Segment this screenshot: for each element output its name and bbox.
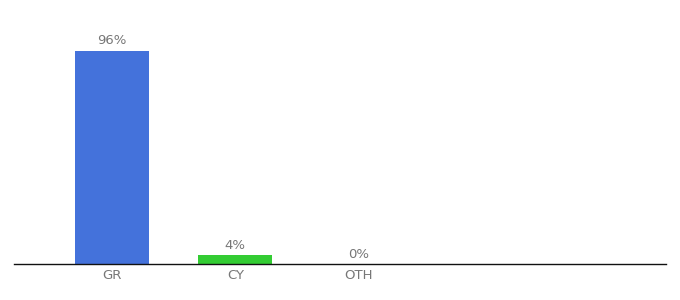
Text: 4%: 4%: [225, 239, 245, 252]
Text: 96%: 96%: [97, 34, 127, 47]
Bar: [75, 51, 149, 264]
Bar: [199, 255, 272, 264]
Text: 0%: 0%: [348, 248, 369, 261]
